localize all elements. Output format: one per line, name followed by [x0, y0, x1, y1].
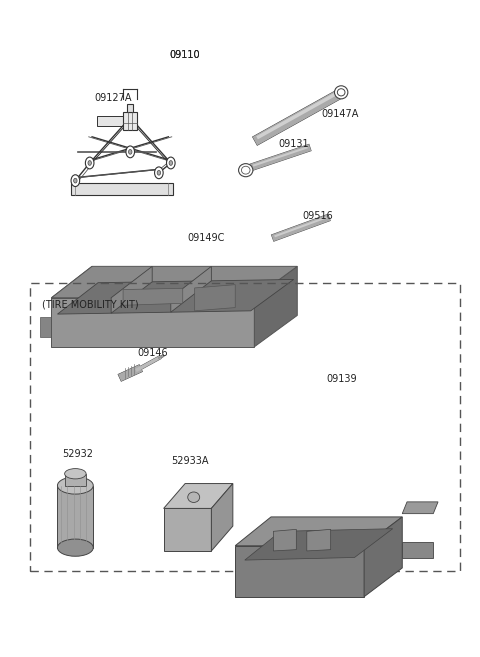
Polygon shape [364, 517, 402, 597]
Polygon shape [164, 484, 233, 509]
Circle shape [155, 167, 163, 179]
Polygon shape [51, 266, 92, 347]
Polygon shape [164, 509, 211, 551]
Circle shape [167, 157, 175, 169]
Text: 09149C: 09149C [188, 233, 225, 244]
Circle shape [73, 178, 77, 183]
Circle shape [169, 160, 172, 166]
Polygon shape [39, 317, 54, 337]
Polygon shape [127, 104, 133, 112]
Polygon shape [274, 530, 296, 551]
Polygon shape [211, 484, 233, 551]
Text: 09146: 09146 [137, 348, 168, 358]
Text: 09110: 09110 [170, 51, 201, 60]
Circle shape [85, 157, 94, 169]
Text: 52932: 52932 [62, 449, 93, 459]
Circle shape [129, 150, 132, 154]
Polygon shape [65, 474, 86, 486]
Polygon shape [402, 502, 438, 514]
Polygon shape [51, 298, 254, 347]
Polygon shape [97, 116, 123, 126]
Polygon shape [402, 542, 433, 558]
Text: 09110: 09110 [170, 51, 201, 60]
Text: 09127A: 09127A [95, 93, 132, 102]
Polygon shape [245, 529, 393, 560]
Text: 09147A: 09147A [321, 109, 359, 119]
Polygon shape [195, 284, 235, 311]
Polygon shape [123, 112, 137, 130]
Polygon shape [71, 183, 173, 195]
Polygon shape [307, 530, 331, 551]
Polygon shape [254, 266, 297, 347]
Circle shape [71, 175, 80, 187]
Ellipse shape [65, 468, 86, 479]
Polygon shape [111, 266, 152, 313]
Ellipse shape [335, 86, 348, 99]
Ellipse shape [241, 166, 250, 174]
Polygon shape [235, 546, 364, 597]
Text: 09516: 09516 [302, 210, 333, 221]
Ellipse shape [58, 539, 93, 556]
Circle shape [157, 170, 161, 175]
Ellipse shape [337, 89, 345, 96]
Ellipse shape [188, 492, 200, 503]
Polygon shape [58, 279, 294, 314]
Polygon shape [235, 517, 402, 546]
Circle shape [126, 146, 134, 158]
Circle shape [88, 160, 91, 166]
Polygon shape [123, 288, 183, 306]
Text: 52933A: 52933A [171, 456, 209, 466]
Text: 09139: 09139 [326, 374, 357, 384]
Text: 09131: 09131 [278, 139, 309, 148]
Polygon shape [51, 266, 297, 298]
Ellipse shape [58, 477, 93, 494]
Polygon shape [58, 486, 93, 548]
Bar [30, 283, 459, 570]
Ellipse shape [239, 164, 253, 177]
Text: (TIRE MOBILITY KIT): (TIRE MOBILITY KIT) [42, 299, 139, 309]
Polygon shape [171, 266, 211, 312]
